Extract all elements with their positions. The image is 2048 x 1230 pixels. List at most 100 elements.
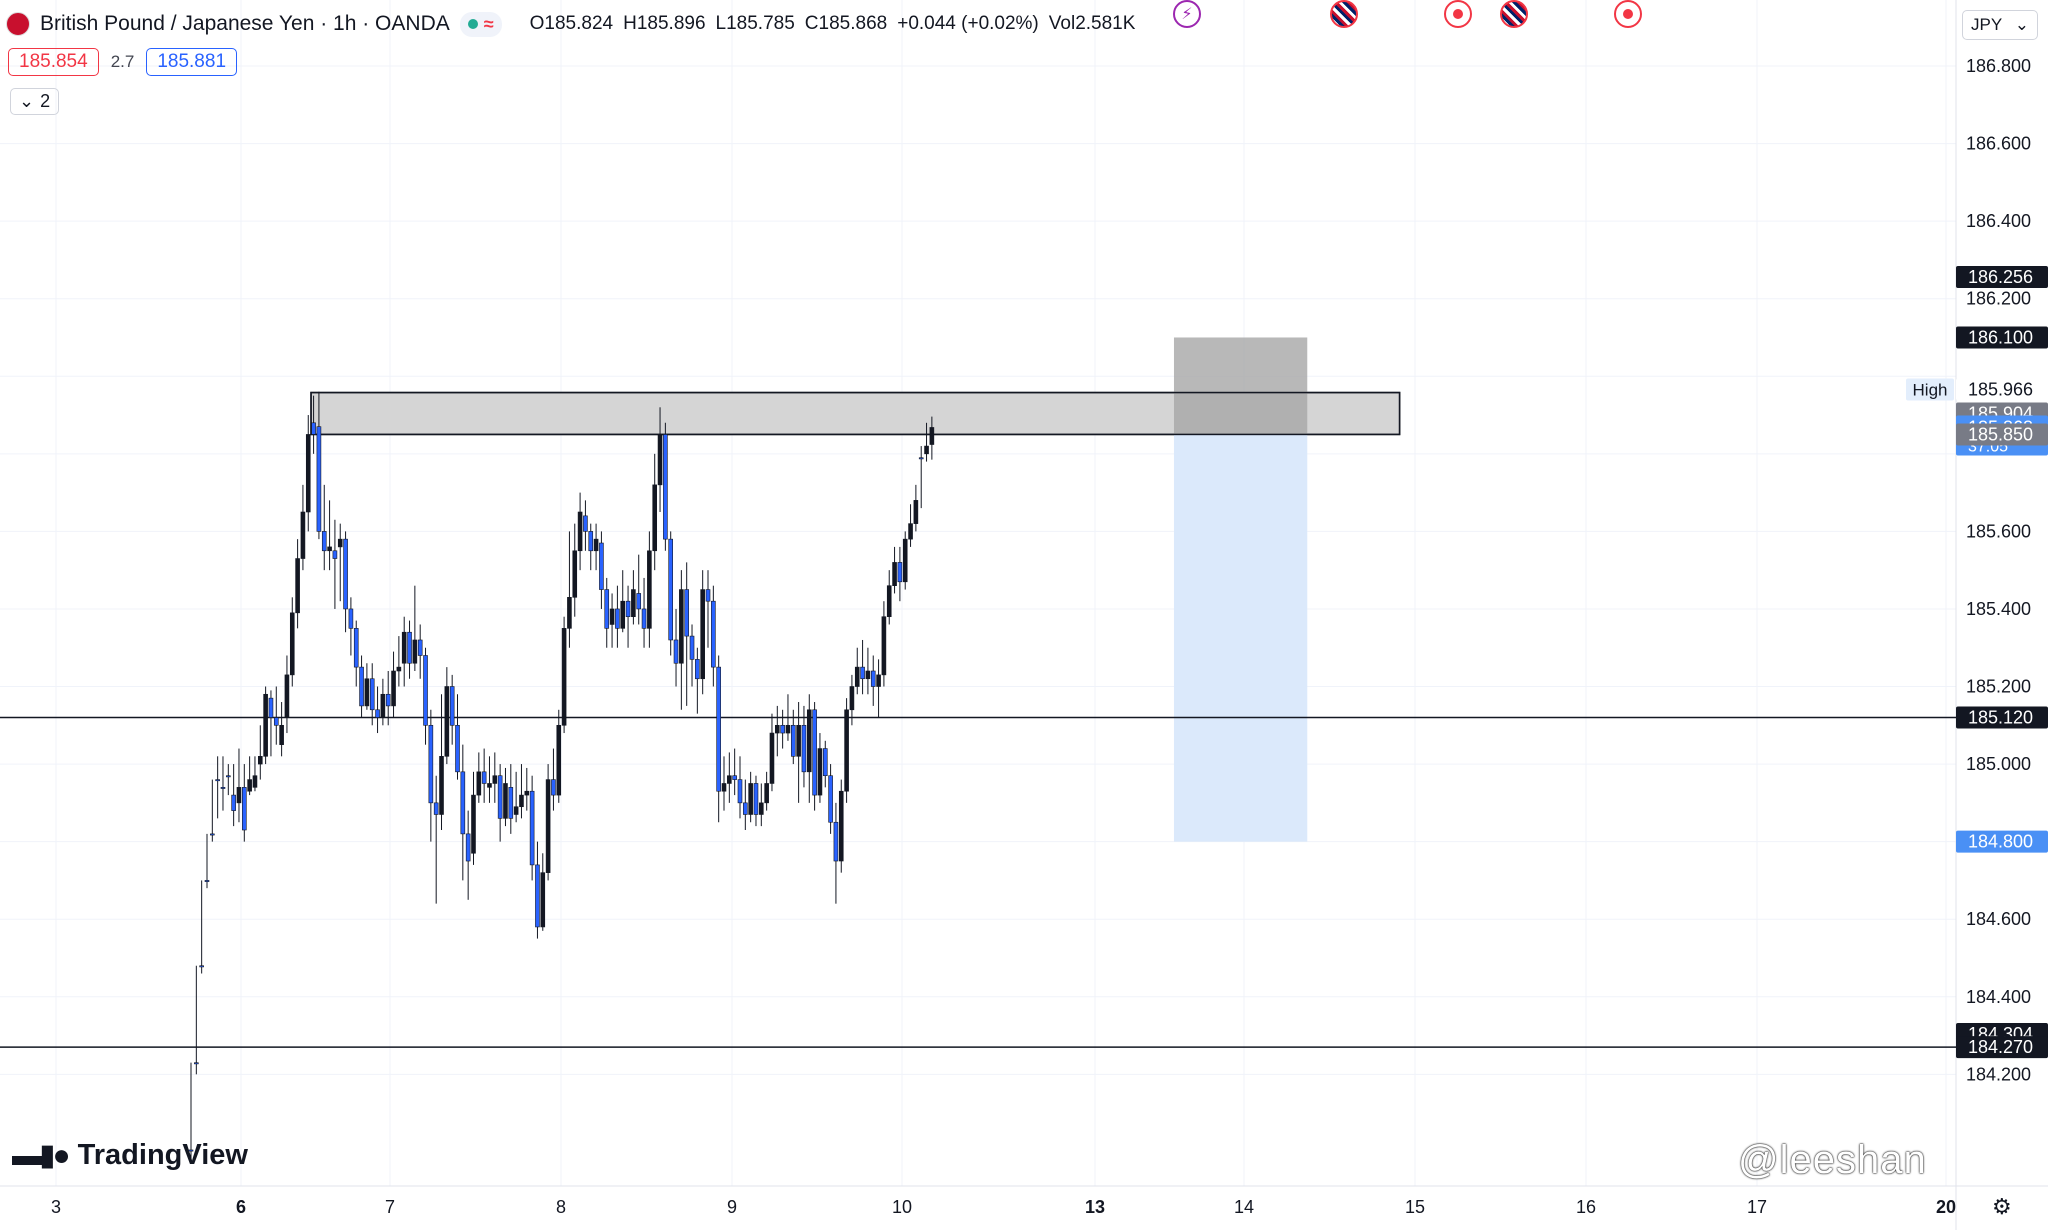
candle[interactable]: [439, 756, 444, 815]
candle[interactable]: [257, 756, 263, 765]
flash-icon[interactable]: ⚡: [1173, 0, 1201, 28]
candle[interactable]: [929, 427, 935, 445]
candle[interactable]: [647, 550, 652, 629]
candle[interactable]: [732, 775, 737, 780]
indicators-toggle[interactable]: ⌄ 2: [10, 88, 60, 115]
candle[interactable]: [860, 666, 865, 680]
candle[interactable]: [401, 631, 407, 664]
candle[interactable]: [231, 794, 236, 811]
candle[interactable]: [391, 670, 396, 707]
candle[interactable]: [279, 724, 284, 745]
candle[interactable]: [295, 558, 300, 614]
candle[interactable]: [924, 445, 929, 455]
candle[interactable]: [487, 783, 492, 788]
settings-gear-icon[interactable]: ⚙: [1992, 1194, 2012, 1219]
candle[interactable]: [711, 600, 716, 668]
candle[interactable]: [556, 724, 562, 796]
candle[interactable]: [727, 775, 732, 784]
candle[interactable]: [854, 666, 860, 687]
candle[interactable]: [583, 515, 588, 532]
candle[interactable]: [588, 531, 594, 552]
candle[interactable]: [865, 670, 871, 680]
candle[interactable]: [385, 693, 391, 707]
candle[interactable]: [902, 538, 908, 583]
candle[interactable]: [545, 779, 551, 873]
candle[interactable]: [396, 666, 402, 672]
candle[interactable]: [769, 732, 775, 784]
candle[interactable]: [353, 628, 359, 668]
candle[interactable]: [918, 457, 924, 460]
candle[interactable]: [838, 790, 844, 862]
candle[interactable]: [369, 678, 375, 711]
candle[interactable]: [284, 674, 290, 718]
candle[interactable]: [593, 538, 599, 552]
candle[interactable]: [721, 783, 727, 792]
candle[interactable]: [700, 589, 705, 680]
candle[interactable]: [503, 783, 508, 819]
candle[interactable]: [433, 802, 439, 815]
candle[interactable]: [337, 538, 343, 548]
candle[interactable]: [375, 709, 380, 718]
candle[interactable]: [449, 686, 455, 726]
candle[interactable]: [343, 538, 348, 610]
candle[interactable]: [620, 600, 626, 629]
candle[interactable]: [673, 639, 679, 664]
candle[interactable]: [471, 794, 476, 854]
candle[interactable]: [679, 589, 684, 664]
candle[interactable]: [204, 880, 210, 882]
candle[interactable]: [657, 434, 663, 486]
candle[interactable]: [828, 775, 833, 823]
candle[interactable]: [849, 686, 855, 711]
candle[interactable]: [572, 550, 578, 598]
candle[interactable]: [796, 724, 801, 757]
candle[interactable]: [615, 608, 620, 629]
candle[interactable]: [668, 538, 674, 641]
candle[interactable]: [886, 585, 892, 618]
candle[interactable]: [790, 724, 796, 757]
candle[interactable]: [332, 550, 338, 559]
candle[interactable]: [561, 628, 567, 726]
candle[interactable]: [481, 771, 487, 784]
candle[interactable]: [508, 787, 514, 819]
candle[interactable]: [695, 659, 700, 680]
candle[interactable]: [716, 666, 721, 792]
candle[interactable]: [764, 783, 769, 804]
candle[interactable]: [870, 670, 876, 687]
candle[interactable]: [822, 748, 828, 777]
candle[interactable]: [252, 775, 258, 788]
candle[interactable]: [364, 678, 370, 707]
candle[interactable]: [540, 872, 546, 928]
candle[interactable]: [423, 655, 428, 726]
candle[interactable]: [551, 779, 556, 796]
candle[interactable]: [492, 775, 498, 784]
candle[interactable]: [529, 790, 535, 866]
candle[interactable]: [513, 806, 519, 815]
candle[interactable]: [215, 779, 220, 782]
candle[interactable]: [268, 697, 274, 718]
candle[interactable]: [833, 821, 839, 862]
candle[interactable]: [188, 1149, 194, 1152]
candle[interactable]: [321, 531, 327, 552]
candle[interactable]: [689, 635, 695, 660]
candle[interactable]: [316, 426, 322, 532]
candle[interactable]: [210, 833, 215, 836]
candle[interactable]: [785, 724, 791, 734]
stop-zone[interactable]: [1173, 337, 1308, 435]
candle[interactable]: [460, 771, 466, 835]
candle[interactable]: [881, 616, 887, 676]
candle[interactable]: [226, 775, 231, 778]
candle[interactable]: [806, 709, 812, 773]
candle[interactable]: [407, 631, 412, 664]
candle[interactable]: [220, 787, 226, 789]
candle[interactable]: [289, 612, 295, 676]
candle[interactable]: [348, 608, 354, 629]
candle[interactable]: [753, 783, 759, 815]
candle[interactable]: [663, 434, 668, 540]
candle[interactable]: [609, 608, 615, 625]
candle[interactable]: [412, 639, 418, 664]
target-icon[interactable]: [1444, 0, 1472, 28]
candle[interactable]: [684, 589, 689, 637]
candle[interactable]: [631, 589, 636, 618]
candle[interactable]: [236, 787, 242, 804]
candle[interactable]: [327, 546, 332, 552]
